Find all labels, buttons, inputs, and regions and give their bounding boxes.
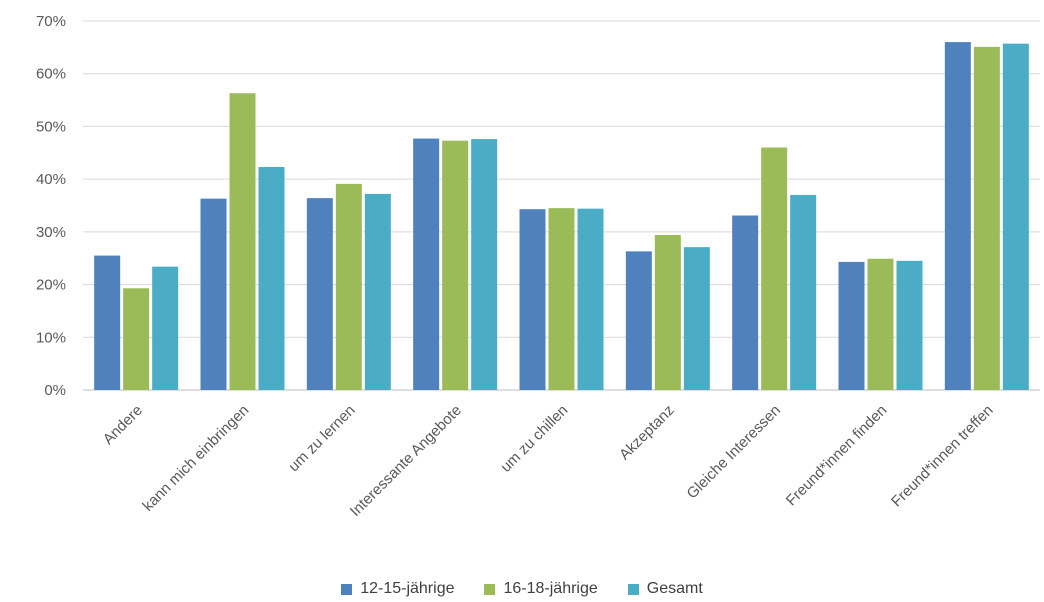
legend-item-12-15: 12-15-jährige — [341, 580, 454, 598]
bar — [364, 193, 391, 390]
bar — [683, 247, 710, 390]
bar — [838, 261, 865, 390]
bar — [654, 235, 681, 390]
bar — [94, 255, 121, 390]
legend-item-gesamt: Gesamt — [627, 580, 703, 598]
bar — [413, 138, 440, 390]
bar — [258, 167, 285, 390]
y-tick-label: 30% — [36, 224, 66, 241]
y-tick-label: 50% — [36, 118, 66, 135]
bar — [306, 198, 333, 390]
y-tick-label: 0% — [44, 382, 66, 399]
bar — [1002, 43, 1029, 390]
legend-label-gesamt: Gesamt — [646, 580, 703, 597]
y-tick-label: 20% — [36, 277, 66, 294]
bar — [519, 209, 546, 390]
bar — [867, 258, 894, 390]
bar — [548, 208, 575, 390]
bar — [577, 208, 604, 390]
x-tick-label: Interessante Angebote — [347, 402, 465, 520]
y-tick-label: 60% — [36, 66, 66, 83]
bar — [442, 140, 469, 390]
legend-swatch-16-18 — [484, 583, 496, 595]
x-tick-label: Akzeptanz — [616, 402, 678, 464]
legend-label-16-18: 16-18-jährige — [503, 580, 598, 597]
legend: 12-15-jährige 16-18-jährige Gesamt — [0, 580, 1044, 598]
bar — [123, 288, 150, 390]
legend-swatch-12-15 — [341, 583, 353, 595]
y-tick-label: 10% — [36, 329, 66, 346]
bar — [944, 42, 971, 390]
x-tick-label: Gleiche Interessen — [684, 402, 784, 502]
x-tick-label: kann mich einbringen — [139, 402, 252, 515]
x-tick-label: Andere — [100, 402, 146, 448]
x-tick-label: um zu lernen — [285, 402, 358, 475]
bar — [790, 194, 817, 390]
bar — [732, 215, 759, 390]
x-tick-label: Freund*innen treffen — [888, 402, 997, 511]
x-tick-label: Freund*innen finden — [783, 402, 891, 510]
bar — [335, 183, 362, 390]
bar — [471, 139, 498, 390]
legend-item-16-18: 16-18-jährige — [484, 580, 598, 598]
bar — [973, 46, 1000, 390]
y-tick-label: 40% — [36, 171, 66, 188]
legend-swatch-gesamt — [627, 583, 639, 595]
bar — [152, 266, 179, 390]
bar — [625, 251, 652, 390]
x-tick-label: um zu chillen — [497, 402, 571, 476]
bar — [229, 93, 256, 391]
y-tick-label: 70% — [36, 13, 66, 30]
bar — [761, 147, 788, 390]
legend-label-12-15: 12-15-jährige — [360, 580, 455, 597]
bar — [896, 260, 923, 390]
bar — [200, 198, 227, 390]
